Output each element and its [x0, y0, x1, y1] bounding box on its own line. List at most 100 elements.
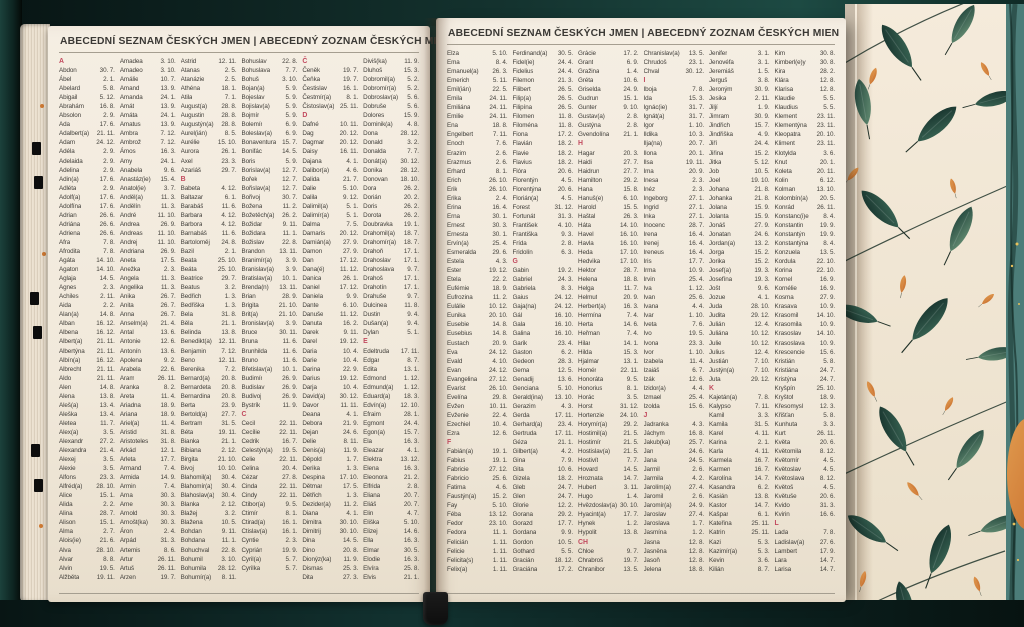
name: Blahomír(a)	[180, 483, 213, 491]
name-day-row: Aleška 13. 4.	[59, 410, 115, 419]
name-day-row: Albrecht 21. 11.	[59, 365, 115, 374]
name: Dobroslav(a)	[363, 94, 398, 102]
name: Kvido	[774, 502, 790, 510]
name: Béta	[180, 428, 194, 436]
name: Beata	[180, 257, 197, 265]
name-day-row: Adalbert(a) 21. 11.	[59, 129, 115, 138]
name-day-row: Fidelius 24. 4.	[513, 67, 574, 76]
date: 21. 10.	[217, 456, 237, 464]
date: 19. 9.	[819, 230, 835, 238]
name: Areta	[119, 392, 135, 400]
name: Bartoloměj	[180, 238, 210, 246]
name: Donovan	[363, 175, 388, 183]
name: Květomila	[774, 448, 802, 456]
date: 16. 4.	[688, 249, 704, 257]
name-day-row: Koleta 20. 11.	[775, 167, 836, 176]
name: Gita	[512, 466, 524, 474]
name: Atanas	[180, 67, 200, 75]
date: 24. 1.	[160, 112, 176, 120]
name: Achiles	[59, 293, 79, 301]
name: Fabricie	[447, 466, 469, 474]
name: Brunhilda	[241, 347, 268, 355]
name-day-row: Anika 26. 7.	[120, 292, 176, 301]
name-day-row: Danuše 11. 12.	[302, 310, 358, 319]
name: Blažej	[180, 510, 198, 518]
name: Josef(a)	[709, 267, 731, 275]
name: Donalda	[363, 148, 386, 156]
date: 2. 8.	[561, 239, 573, 247]
name: Květa	[774, 439, 791, 447]
name: Bolemír	[241, 121, 263, 129]
name: Izaiáš	[643, 366, 660, 374]
name-day-row: Gustýna 2. 8.	[578, 121, 639, 130]
name: Josefína	[709, 276, 733, 284]
date: 12. 6.	[688, 375, 704, 383]
name-day-row: Apolena 9. 2.	[120, 356, 176, 365]
date: 25. 10.	[217, 257, 237, 265]
name: Enoch	[447, 140, 465, 148]
name-day-row: Ariadna 18. 9.	[120, 401, 176, 410]
date: 22. 5.	[492, 86, 508, 94]
date: 14. 1.	[623, 339, 639, 347]
name-day-row: Dobromír(a) 5. 2.	[363, 84, 419, 93]
name-day-row: Hubert 3. 11.	[578, 483, 639, 492]
name-day-row: Abelard 5. 8.	[59, 84, 115, 93]
name-day-row: Bruce 30. 11.	[241, 328, 297, 337]
name-column: A Abdon 30. 7. Ábel 2. 1. Abelard 5. 8. Abigail…	[59, 57, 115, 589]
date: 20. 8.	[342, 546, 359, 554]
name: Dag	[302, 130, 314, 138]
name-day-row: Dobroslav(a) 5. 6.	[363, 93, 419, 102]
date: 12. 8.	[688, 538, 704, 546]
name-day-row: Gréta 10. 6.	[578, 76, 639, 85]
name-day-row: Anita 26. 7.	[120, 301, 176, 310]
date: 3. 5.	[103, 428, 115, 436]
date: 6. 10.	[342, 302, 359, 310]
date: 16. 11.	[340, 148, 359, 156]
name: Jonáš	[709, 221, 726, 229]
name-day-row: Erna 30. 1.	[447, 212, 508, 221]
date: 11. 3.	[160, 193, 176, 201]
date: 21. 11.	[96, 347, 115, 355]
name: Klementýna	[774, 122, 807, 130]
name-day-row: Gilbert(a) 4. 2.	[513, 447, 574, 456]
date: 3. 2.	[224, 510, 237, 518]
name-day-row: Aletea 11. 7.	[59, 419, 115, 428]
name: Beno	[180, 356, 195, 364]
name: Genciana	[512, 384, 539, 392]
date: 8. 11.	[221, 573, 237, 581]
name-day-row: André 11. 10.	[120, 211, 176, 220]
date: 11. 2.	[343, 501, 359, 509]
name-day-row: Bohuchval 22. 8.	[181, 546, 237, 555]
name-day-row: Gabin 19. 2.	[513, 266, 574, 275]
date: 4. 5.	[823, 457, 835, 465]
name-day-row: Kornel 16. 9.	[775, 275, 836, 284]
name: Brian	[241, 293, 256, 301]
name: Izabela	[643, 357, 664, 365]
date: 17. 12.	[339, 257, 359, 265]
name-day-row: Edita 13. 1.	[363, 365, 419, 374]
name: Dan	[302, 257, 314, 265]
name: Alina	[59, 510, 73, 518]
name: Barbora	[180, 220, 203, 228]
date: 17. 9.	[819, 547, 835, 555]
name-day-row: Karla 4. 11.	[709, 447, 770, 456]
name-day-row: Brian 28. 9.	[241, 292, 297, 301]
name: Arzen	[119, 573, 136, 581]
date: 20. 8.	[221, 383, 237, 391]
date: 21. 2.	[403, 474, 419, 482]
name: Adin(a)	[59, 175, 79, 183]
name-day-row: Denis(a) 11. 9.	[302, 446, 358, 455]
name: Elvíra	[363, 564, 379, 572]
date: 9. 11.	[282, 220, 298, 228]
name: Klement	[774, 113, 797, 121]
date: 4. 4.	[692, 303, 704, 311]
date: 2. 3.	[285, 537, 298, 545]
name-day-row: Křišťan 5. 8.	[775, 411, 836, 420]
name: Eva	[447, 348, 458, 356]
date: 21. 11.	[96, 338, 115, 346]
name-day-row: Gunter 9. 10.	[578, 103, 639, 112]
name-day-row: Debora 21. 9.	[302, 419, 358, 428]
name: Brigita	[241, 302, 259, 310]
name-day-row: Gerazim 4. 3.	[513, 402, 574, 411]
name-day-row: Hektor 28. 7.	[578, 266, 639, 275]
